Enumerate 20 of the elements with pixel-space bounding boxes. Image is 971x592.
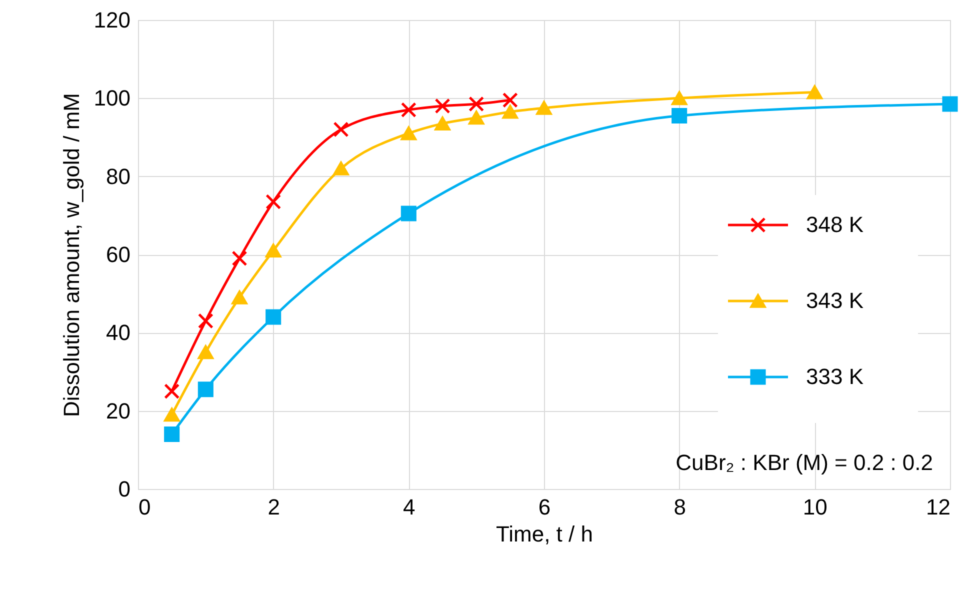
legend-label: 348 K xyxy=(806,212,864,237)
annotation: CuBr₂ : KBr (M) = 0.2 : 0.2 xyxy=(676,450,933,475)
legend-label: 343 K xyxy=(806,288,864,313)
x-tick-label: 6 xyxy=(538,494,551,520)
x-tick-label: 4 xyxy=(403,494,416,520)
y-tick-label: 120 xyxy=(94,8,130,32)
y-axis-title: Dissolution amount, w_gold / mM xyxy=(58,92,84,418)
y-tick-label: 0 xyxy=(118,476,130,502)
x-tick-label: 8 xyxy=(674,494,686,520)
y-tick-label: 80 xyxy=(106,164,130,189)
x-tick-label: 0 xyxy=(138,494,151,520)
x-axis-title: Time, t / h xyxy=(496,522,593,546)
y-tick-label: 20 xyxy=(106,398,130,424)
y-tick-label: 60 xyxy=(106,242,130,267)
y-tick-label: 100 xyxy=(94,86,130,111)
y-tick-label: 40 xyxy=(106,320,130,346)
legend-label: 333 K xyxy=(806,364,864,389)
x-tick-label: 2 xyxy=(268,494,280,520)
x-tick-label: 12 xyxy=(926,494,950,520)
x-tick-label: 10 xyxy=(802,494,828,520)
